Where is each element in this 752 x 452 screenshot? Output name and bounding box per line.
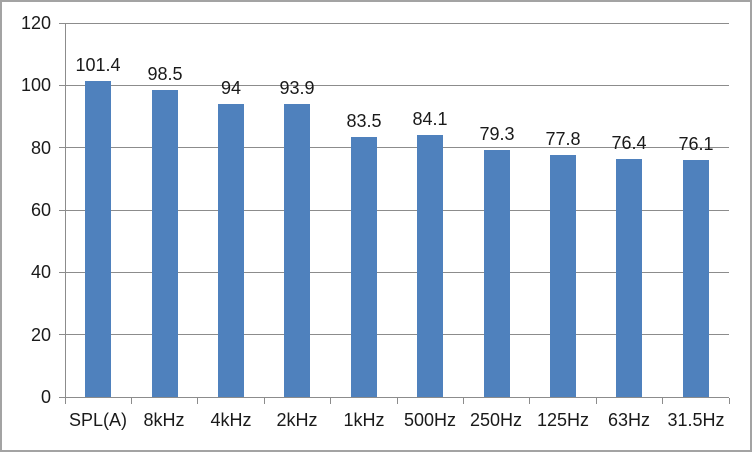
y-axis-tick	[59, 334, 65, 336]
y-axis-tick	[59, 396, 65, 398]
x-axis-tick	[130, 398, 132, 404]
x-axis-category-label: SPL(A)	[68, 410, 128, 430]
bar-value-label: 83.5	[346, 111, 382, 131]
bar	[484, 150, 510, 397]
x-axis-category-label: 1kHz	[343, 410, 385, 430]
bar	[417, 135, 443, 397]
gridline	[65, 22, 729, 24]
y-axis-tick	[59, 84, 65, 86]
x-axis-tick	[197, 398, 199, 404]
gridline	[65, 209, 729, 211]
y-axis-tick-label: 80	[30, 137, 51, 158]
x-axis-category-label: 4kHz	[210, 410, 252, 430]
y-axis-tick-label: 20	[30, 324, 51, 345]
x-axis-category-label: 31.5Hz	[667, 410, 725, 430]
y-axis-tick-label: 60	[30, 200, 51, 220]
y-axis-tick	[59, 271, 65, 273]
x-axis-line	[65, 396, 729, 398]
bar-value-label: 84.1	[412, 109, 448, 129]
x-axis-category-label: 2kHz	[276, 410, 318, 430]
bar-value-label: 98.5	[147, 64, 183, 84]
x-axis-tick	[263, 398, 265, 404]
bar	[351, 137, 377, 397]
bar-value-label: 76.4	[611, 133, 647, 153]
bar	[683, 160, 709, 397]
bar-value-label: 76.1	[678, 134, 714, 154]
y-axis-tick	[59, 209, 65, 211]
bar	[218, 104, 244, 397]
y-axis-tick-label: 40	[30, 262, 51, 283]
y-axis-tick-label: 0	[40, 387, 51, 407]
y-axis-tick-label: 100	[20, 75, 51, 96]
gridline	[65, 334, 729, 336]
bar-value-label: 94	[220, 78, 242, 98]
bar-value-label: 101.4	[75, 55, 121, 75]
bar-value-label: 77.8	[545, 129, 581, 149]
y-axis-tick	[59, 147, 65, 149]
x-axis-category-label: 250Hz	[469, 410, 523, 430]
x-axis-category-label: 500Hz	[403, 410, 457, 430]
bar-value-label: 93.9	[279, 78, 315, 98]
gridline	[65, 271, 729, 273]
y-axis-line	[65, 23, 66, 398]
gridline	[65, 147, 729, 149]
y-axis-tick-label: 120	[20, 13, 51, 33]
y-axis-tick	[59, 22, 65, 24]
bar-value-label: 79.3	[479, 124, 515, 144]
x-axis-tick	[396, 398, 398, 404]
x-axis-tick	[662, 398, 664, 404]
bar	[85, 81, 111, 397]
x-axis-tick	[529, 398, 531, 404]
x-axis-tick	[595, 398, 597, 404]
x-axis-tick	[330, 398, 332, 404]
bar	[616, 159, 642, 397]
x-axis-category-label: 63Hz	[607, 410, 651, 430]
x-axis-tick	[462, 398, 464, 404]
x-axis-category-label: 8kHz	[143, 410, 185, 430]
x-axis-tick	[64, 398, 66, 404]
bar	[550, 155, 576, 397]
bar	[284, 104, 310, 397]
x-axis-category-label: 125Hz	[536, 410, 590, 430]
bar	[152, 90, 178, 397]
gridline	[65, 84, 729, 86]
x-axis-tick	[728, 398, 730, 404]
